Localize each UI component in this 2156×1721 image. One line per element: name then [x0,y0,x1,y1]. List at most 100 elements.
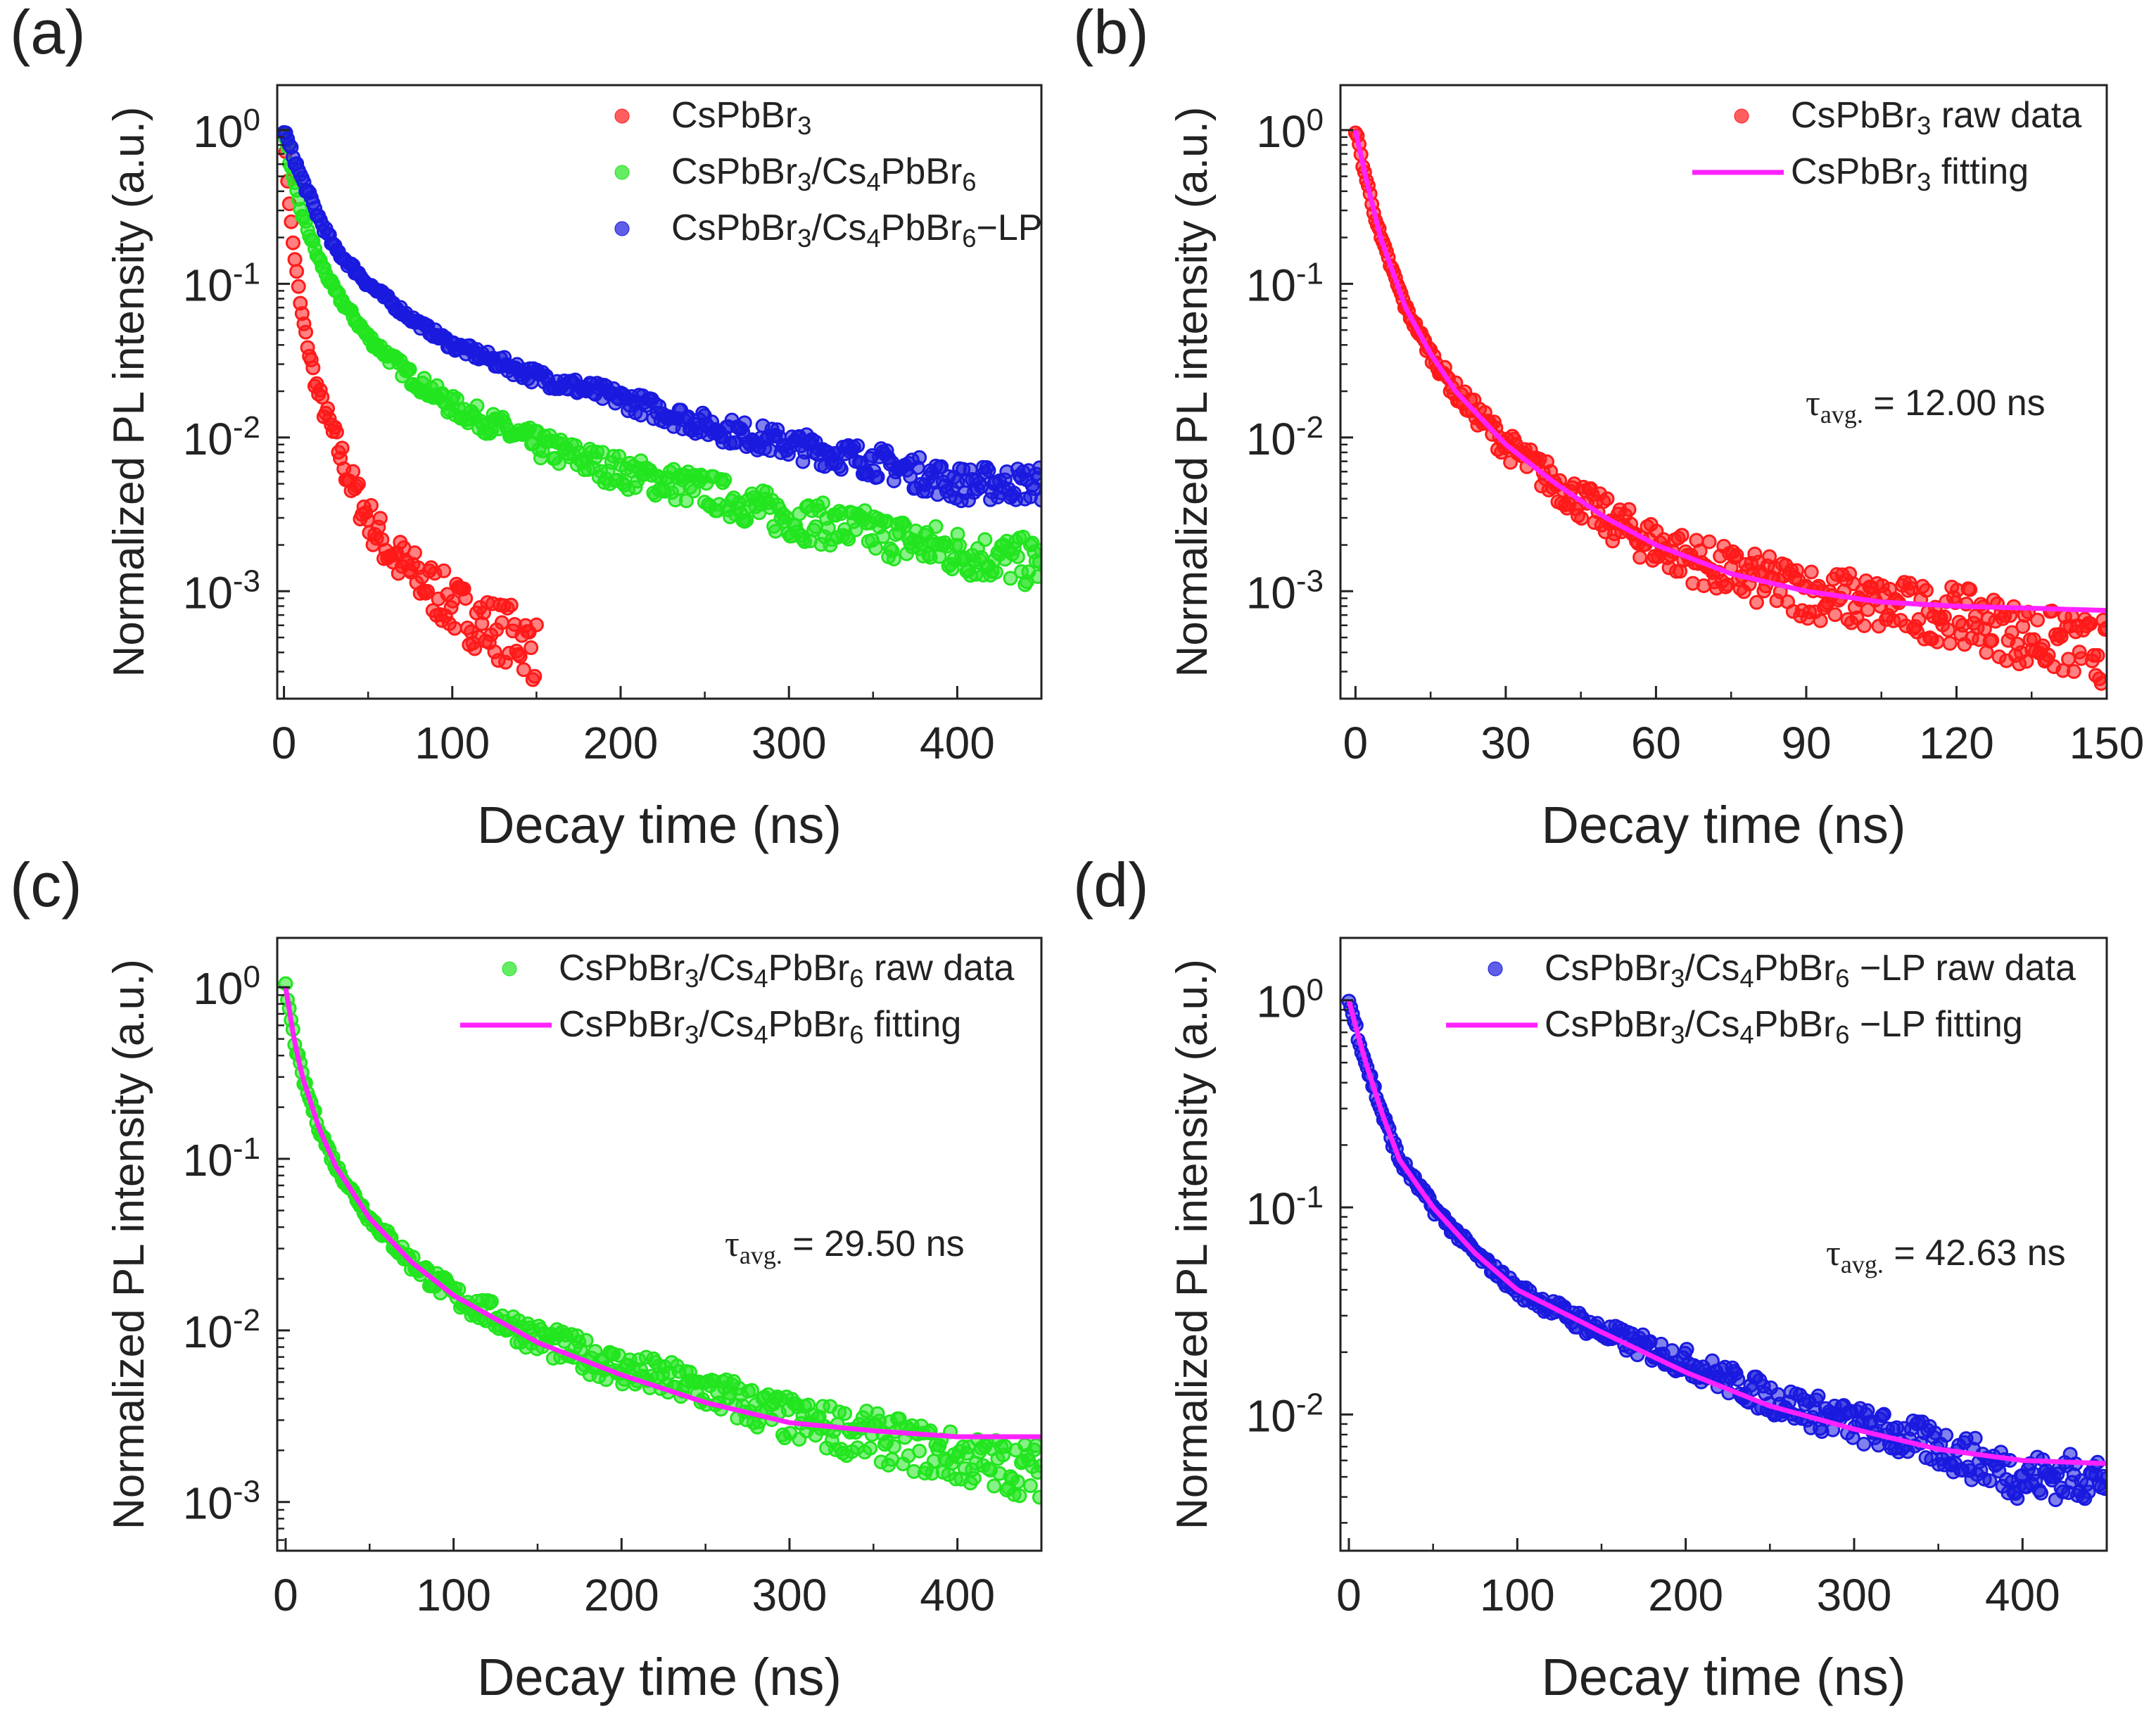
series-0 [277,126,544,687]
data-point [419,583,435,599]
data-point [372,511,388,526]
y-tick-label: 10-3 [1246,564,1324,618]
data-point [1762,549,1777,564]
data-point [503,597,519,613]
y-tick-label: 10-3 [183,1474,260,1529]
x-tick-label: 300 [752,1570,827,1620]
data-point [1982,1473,1998,1489]
data-point [912,450,927,465]
legend: CsPbBr3 CsPbBr3/Cs4PbBr6 CsPbBr3/Cs4PbBr6−… [614,95,1043,253]
data-point [952,538,968,553]
data-point [1632,550,1648,565]
tau-annotation: τavg. = 42.63 ns [1826,1233,2066,1278]
x-tick-label: 0 [1343,718,1369,768]
y-tick-label: 100 [1256,972,1324,1027]
data-point [1876,1406,1891,1422]
y-tick-label: 10-2 [1246,1387,1324,1442]
data-point [1803,564,1819,580]
data-point [527,668,543,684]
data-point [2099,621,2107,636]
y-axis-title: Normalized PL intensity (a.u.) [1168,959,1217,1530]
data-point [350,476,366,492]
data-point [1679,1342,1694,1357]
legend-marker [1488,961,1503,977]
data-point [875,529,891,545]
legend-label: CsPbBr3/Cs4PbBr6 [671,151,977,196]
data-point [1574,511,1590,526]
data-point [407,545,422,561]
x-tick-label: 150 [2069,718,2145,768]
series-1 [283,986,1041,1440]
data-point [1929,634,1945,649]
legend-marker [614,165,630,180]
series-1 [1352,129,2107,614]
data-point [494,615,509,630]
data-point [315,389,330,405]
panel-b: (b) 0 30 60 90 120 150 100 10-1 10-2 10-3 Decay tim… [1073,0,2144,854]
data-point [1701,534,1717,550]
x-axis-title: Decay time (ns) [1541,796,1905,854]
x-tick-label: 400 [920,1570,995,1620]
legend-label: CsPbBr3 raw data [1791,95,2081,140]
data-point [717,472,733,488]
data-point [305,360,321,376]
data-point [1811,1388,1826,1404]
data-point [886,1439,901,1454]
data-point [1856,618,1872,633]
x-axis-title: Decay time (ns) [477,796,842,854]
data-point [1032,460,1041,476]
panel-label: (a) [10,0,86,67]
data-point [1856,1436,1872,1452]
data-point [1984,633,2000,648]
data-point [2081,1484,2096,1499]
legend-marker [1734,108,1749,124]
data-point [2034,1485,2049,1501]
legend-label: CsPbBr3 [671,95,811,140]
y-axis-title: Normalized PL intensity (a.u.) [105,107,153,678]
data-point [287,252,303,267]
data-point [870,469,885,485]
x-tick-label: 90 [1781,718,1831,768]
data-point [334,440,350,456]
panel-label: (d) [1073,850,1149,920]
data-point [988,564,1003,580]
data-point [815,495,830,511]
x-tick-label: 200 [583,718,659,768]
axes-frame [276,936,1043,1552]
y-tick-label: 10-1 [183,1131,260,1186]
data-point [1012,1488,1027,1504]
data-point [1749,595,1764,610]
x-tick-label: 200 [584,1570,659,1620]
plot-area [278,976,1041,1505]
y-tick-label: 100 [193,960,260,1015]
panel-d: (d) 0 100 200 300 400 100 10-1 10-2 Decay time (n… [1073,850,2108,1706]
fit-line [1352,129,2107,614]
legend-label: CsPbBr3/Cs4PbBr6 −LP fitting [1545,1004,2023,1049]
data-point [291,279,306,294]
legend-marker [614,221,630,236]
data-point [1032,1490,1041,1505]
legend: CsPbBr3/Cs4PbBr6 raw data CsPbBr3/Cs4PbBr… [460,948,1014,1049]
panel-label: (b) [1073,0,1149,67]
x-tick-label: 0 [1336,1570,1362,1620]
data-point [886,552,901,567]
x-axis-title: Decay time (ns) [477,1648,842,1706]
data-point [2041,647,2056,663]
x-tick-label: 30 [1480,718,1530,768]
legend-marker [502,961,517,977]
fit-line [283,986,1041,1440]
x-tick-label: 120 [1919,718,1994,768]
data-point [1034,1458,1041,1473]
data-point [1942,635,1958,651]
data-point [1034,542,1041,558]
x-tick-label: 100 [416,1570,491,1620]
y-axis-title: Normalized PL intensity (a.u.) [105,959,153,1530]
legend: CsPbBr3/Cs4PbBr6 −LP raw data CsPbBr3/Cs4… [1446,948,2076,1049]
data-point [516,662,531,678]
data-point [551,456,566,471]
data-point [445,593,461,609]
data-point [1032,554,1041,570]
data-point [1030,569,1041,585]
data-point [1962,582,1978,597]
